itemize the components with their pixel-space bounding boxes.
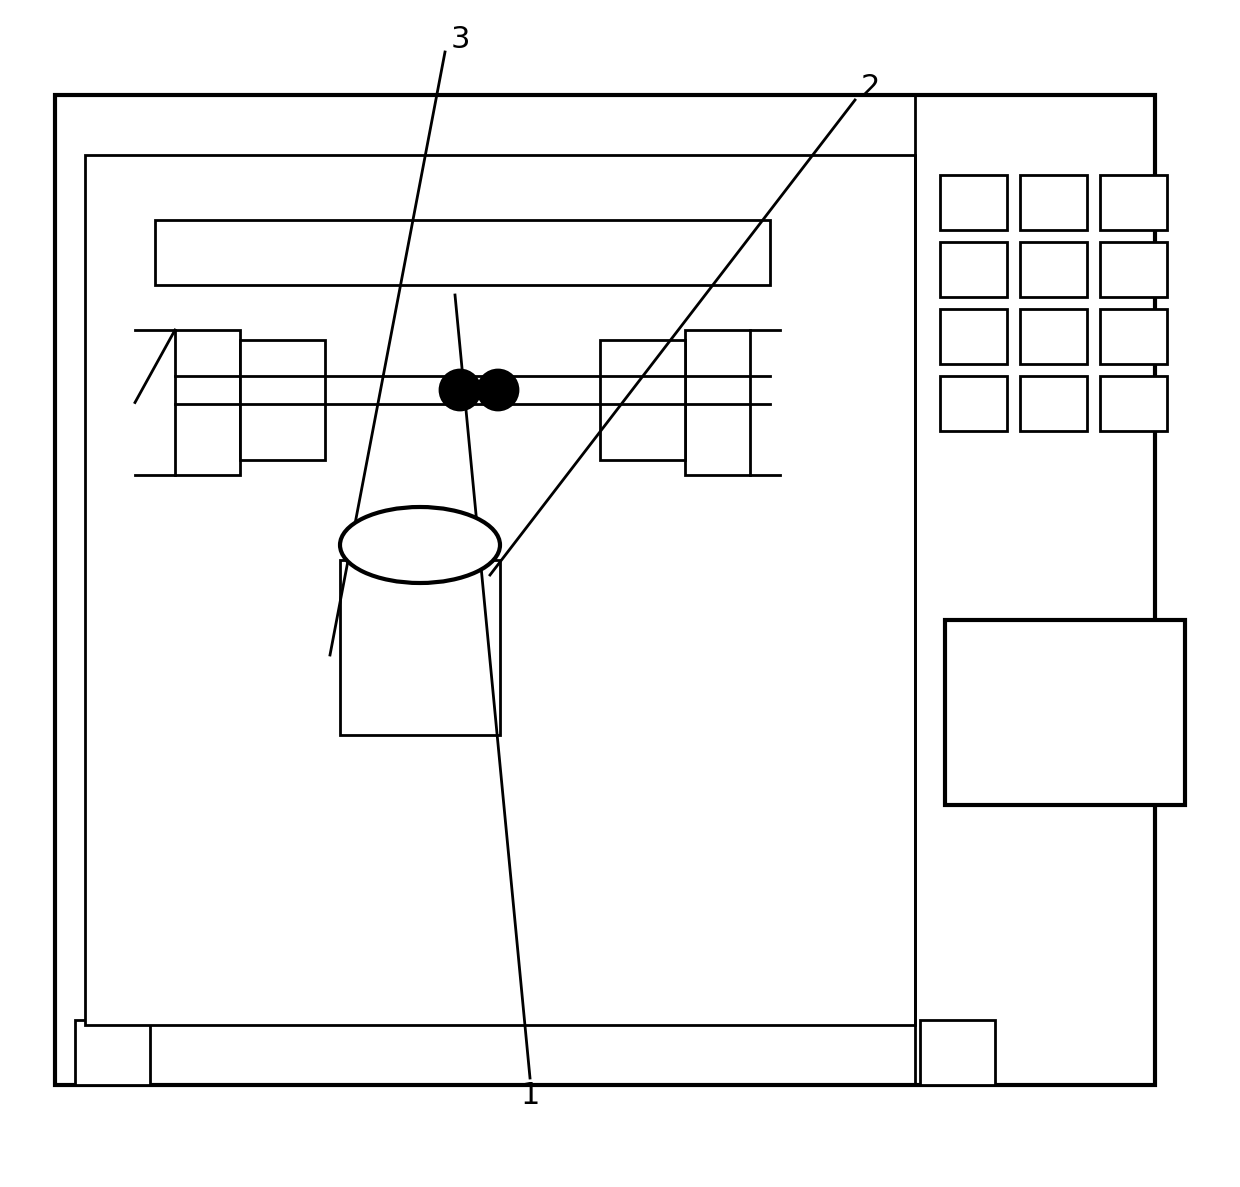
- Bar: [940, 174, 1007, 230]
- Bar: [1100, 309, 1167, 364]
- Bar: [74, 1020, 150, 1085]
- Text: 2: 2: [861, 74, 879, 102]
- Bar: [86, 155, 915, 1026]
- Bar: [684, 330, 750, 475]
- Bar: [1021, 309, 1087, 364]
- Bar: [55, 95, 1154, 1085]
- Text: 1: 1: [521, 1080, 539, 1110]
- Bar: [1021, 376, 1087, 431]
- Text: 3: 3: [450, 25, 470, 55]
- Circle shape: [477, 370, 518, 410]
- Bar: [1100, 242, 1167, 297]
- Bar: [940, 242, 1007, 297]
- Circle shape: [440, 370, 480, 410]
- Ellipse shape: [340, 507, 500, 583]
- Bar: [175, 330, 241, 475]
- Bar: [600, 339, 684, 461]
- Bar: [241, 339, 325, 461]
- Bar: [1021, 174, 1087, 230]
- Bar: [920, 1020, 994, 1085]
- Bar: [155, 220, 770, 285]
- Bar: [945, 620, 1185, 805]
- Bar: [1100, 376, 1167, 431]
- Bar: [940, 376, 1007, 431]
- Bar: [1100, 174, 1167, 230]
- Bar: [1021, 242, 1087, 297]
- Bar: [940, 309, 1007, 364]
- Bar: [340, 560, 500, 735]
